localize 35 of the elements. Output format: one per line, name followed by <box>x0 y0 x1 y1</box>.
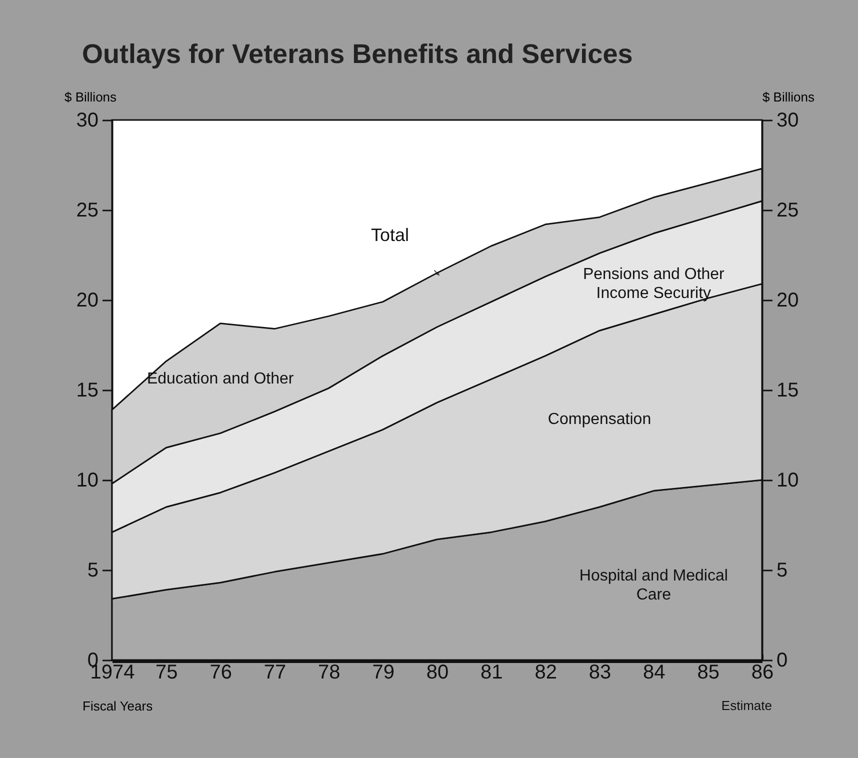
x-tick-label: 80 <box>426 662 449 684</box>
y-tick-label: 20 <box>76 290 98 312</box>
x-axis-title: Fiscal Years <box>82 698 154 714</box>
x-tick-label: 81 <box>480 662 503 684</box>
y2-tick-label: 25 <box>776 200 799 222</box>
y2-axis-title: $ Billions <box>762 90 815 104</box>
y-tick-label: 25 <box>76 200 98 222</box>
x-tick-label: 77 <box>264 662 286 684</box>
x-tick-label: 85 <box>697 662 720 684</box>
text: Estimate <box>721 698 772 713</box>
x-tick-label: 86 <box>751 662 774 684</box>
x-tick-label: 82 <box>534 662 557 684</box>
y2-tick-label: 15 <box>776 380 799 402</box>
y-tick-label: 30 <box>76 110 98 132</box>
x-tick-label: 78 <box>318 662 340 684</box>
series-label: Compensation <box>548 410 652 428</box>
y-axis-title: $ Billions <box>64 90 118 104</box>
series-label: Education and Other <box>146 370 294 388</box>
x-tick-label: 84 <box>643 662 666 684</box>
y2-tick-label: 10 <box>776 470 799 492</box>
annotation: Total <box>370 225 409 245</box>
series-label: Hospital and Medical Care <box>579 567 728 604</box>
x-tick-label: 83 <box>588 662 612 684</box>
y-tick-label: 15 <box>76 380 98 402</box>
x-tick-label: 76 <box>210 662 232 684</box>
y2-tick-label: 20 <box>776 290 799 312</box>
x-tick-label: 79 <box>372 662 394 684</box>
y-tick-label: 10 <box>76 470 98 492</box>
series-label: Pensions and Other Income Security <box>582 266 726 302</box>
y2-tick-label: 0 <box>776 650 788 672</box>
x-tick-label: 75 <box>156 662 178 684</box>
y2-tick-label: 30 <box>776 110 799 132</box>
y2-tick-label: 5 <box>776 560 788 582</box>
chart-title: Outlays for Veterans Benefits and Services <box>82 39 633 69</box>
y-tick-label: 5 <box>87 560 98 582</box>
